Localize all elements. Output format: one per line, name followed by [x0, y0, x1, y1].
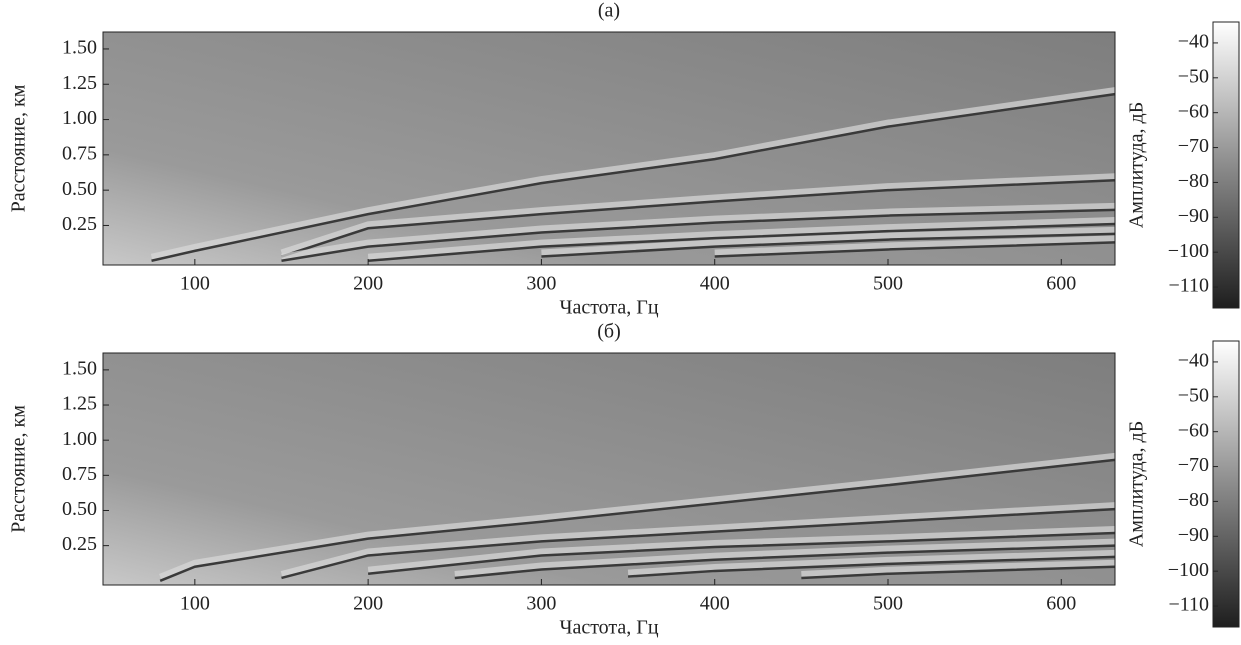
x-tick-label: 400 — [700, 593, 730, 615]
light-band — [150, 87, 1116, 260]
light-band — [280, 173, 1116, 256]
light-band — [159, 452, 1116, 580]
light-band — [367, 217, 1116, 260]
y-tick-label: 0.25 — [62, 533, 97, 555]
interference-minimum — [281, 507, 1116, 580]
x-tick-label: 600 — [1046, 593, 1076, 615]
y-tick-label: 1.25 — [62, 72, 97, 94]
colorbar-tick-label: −60 — [1178, 419, 1209, 441]
y-tick-label: 1.50 — [62, 37, 97, 59]
x-tick-label: 100 — [180, 273, 210, 295]
y-tick-label: 1.25 — [62, 393, 97, 415]
x-axis-label: Частота, Гц — [559, 617, 658, 639]
interference-minimum — [151, 92, 1116, 262]
interference-minimum — [801, 565, 1116, 580]
light-band — [801, 559, 1116, 577]
colorbar-label: Амплитуда, дБ — [1126, 421, 1148, 547]
colorbar-tick-label: −40 — [1178, 31, 1209, 53]
y-tick-label: 1.50 — [62, 357, 97, 379]
interference-minimum — [367, 531, 1116, 575]
interference-minimum — [281, 179, 1116, 258]
panel-title: (б) — [597, 321, 621, 343]
colorbar-tick-label: −70 — [1178, 135, 1209, 157]
colorbar-tick-label: −40 — [1178, 350, 1209, 372]
colorbar-tick-label: −50 — [1178, 65, 1209, 87]
colorbar — [1212, 340, 1240, 628]
colorbar — [1212, 21, 1240, 309]
light-band — [281, 202, 1116, 260]
x-axis-label: Частота, Гц — [559, 297, 658, 319]
colorbar-label: Амплитуда, дБ — [1126, 102, 1148, 228]
interference-minimum — [159, 458, 1116, 582]
x-tick-label: 300 — [526, 593, 556, 615]
x-tick-label: 200 — [353, 593, 383, 615]
plot-frame — [102, 352, 1116, 586]
x-tick-label: 500 — [873, 593, 903, 615]
y-tick-label: 0.50 — [62, 178, 97, 200]
colorbar-tick-label: −90 — [1178, 524, 1209, 546]
colorbar-tick-label: −100 — [1168, 240, 1209, 262]
interference-minimum — [627, 555, 1116, 578]
light-band — [541, 226, 1116, 256]
interference-minimum — [281, 208, 1116, 262]
interference-minimum — [541, 232, 1116, 258]
y-tick-label: 0.75 — [62, 142, 97, 164]
plot-frame — [102, 31, 1116, 266]
y-axis-label: Расстояние, км — [8, 405, 30, 533]
x-tick-label: 200 — [353, 273, 383, 295]
y-axis-label: Расстояние, км — [8, 84, 30, 212]
x-tick-label: 600 — [1046, 273, 1076, 295]
colorbar-tick-label: −60 — [1178, 100, 1209, 122]
colorbar-tick-label: −110 — [1168, 275, 1209, 297]
colorbar-tick-label: −80 — [1178, 489, 1209, 511]
colorbar-tick-label: −70 — [1178, 454, 1209, 476]
light-band — [280, 502, 1116, 577]
light-band — [627, 549, 1116, 576]
x-tick-label: 100 — [180, 593, 210, 615]
x-tick-label: 500 — [873, 273, 903, 295]
interference-minimum — [454, 544, 1116, 580]
light-band — [714, 235, 1116, 256]
panel-title: (а) — [598, 0, 620, 22]
colorbar-tick-label: −80 — [1178, 170, 1209, 192]
light-band — [454, 538, 1116, 577]
y-tick-label: 0.50 — [62, 498, 97, 520]
interference-minimum — [368, 222, 1116, 263]
x-tick-label: 400 — [700, 273, 730, 295]
y-tick-label: 0.25 — [62, 213, 97, 235]
y-tick-label: 0.75 — [62, 463, 97, 485]
interference-minimum — [714, 241, 1116, 258]
x-tick-label: 300 — [526, 273, 556, 295]
colorbar-tick-label: −50 — [1178, 384, 1209, 406]
heatmap-field — [103, 32, 1115, 265]
light-band — [367, 525, 1116, 573]
colorbar-tick-label: −100 — [1168, 559, 1209, 581]
y-tick-label: 1.00 — [62, 428, 97, 450]
y-tick-label: 1.00 — [62, 107, 97, 129]
colorbar-tick-label: −90 — [1178, 205, 1209, 227]
colorbar-tick-label: −110 — [1168, 594, 1209, 616]
